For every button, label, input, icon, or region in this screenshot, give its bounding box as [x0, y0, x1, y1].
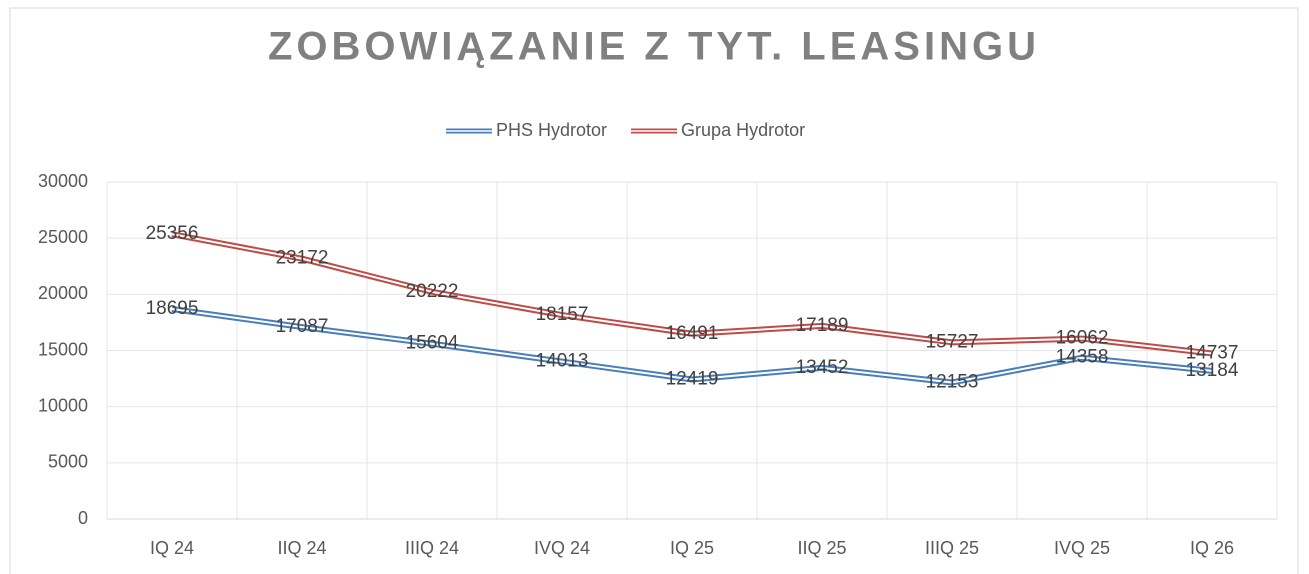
data-label: 23172 [276, 248, 329, 269]
data-label: 14013 [536, 351, 589, 372]
data-label: 12419 [666, 369, 719, 390]
x-tick-label: IIQ 24 [277, 538, 326, 558]
chart-frame [9, 7, 1299, 574]
y-tick-label: 10000 [38, 395, 88, 415]
y-tick-label: 25000 [38, 227, 88, 247]
data-label: 17189 [796, 315, 849, 336]
x-tick-label: IQ 25 [670, 538, 714, 558]
data-label: 18695 [146, 298, 199, 319]
data-label: 25356 [146, 223, 199, 244]
y-tick-label: 0 [78, 508, 88, 528]
data-label: 13452 [796, 357, 849, 378]
x-tick-label: IVQ 25 [1054, 538, 1110, 558]
y-tick-label: 30000 [38, 171, 88, 191]
x-tick-label: IQ 26 [1190, 538, 1234, 558]
legend-label: Grupa Hydrotor [681, 120, 805, 140]
y-tick-label: 20000 [38, 283, 88, 303]
legend-label: PHS Hydrotor [496, 120, 607, 140]
data-label: 15727 [926, 331, 979, 352]
data-label: 20222 [406, 281, 459, 302]
data-label: 18157 [536, 304, 589, 325]
series-line-inner [171, 308, 1213, 384]
data-label: 14737 [1186, 342, 1239, 363]
x-tick-label: IIIQ 25 [925, 538, 979, 558]
x-tick-label: IIIQ 24 [405, 538, 459, 558]
data-label: 15604 [406, 333, 459, 354]
x-tick-label: IIQ 25 [797, 538, 846, 558]
data-label: 16491 [666, 323, 719, 344]
x-tick-label: IQ 24 [150, 538, 194, 558]
y-tick-label: 5000 [48, 452, 88, 472]
data-label: 13184 [1186, 360, 1239, 381]
chart-title: ZOBOWIĄZANIE Z TYT. LEASINGU [268, 25, 1040, 69]
data-label: 14358 [1056, 347, 1109, 368]
data-label: 16062 [1056, 328, 1109, 349]
x-tick-label: IVQ 24 [534, 538, 590, 558]
data-label: 12153 [926, 371, 979, 392]
y-tick-label: 15000 [38, 339, 88, 359]
data-label: 17087 [276, 316, 329, 337]
series-line-inner [171, 233, 1213, 355]
